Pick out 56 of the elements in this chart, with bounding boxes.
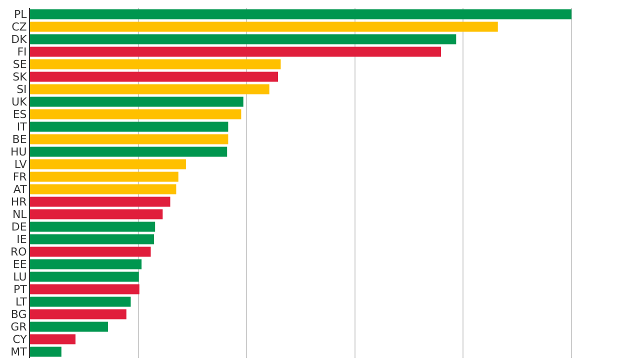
y-tick-label: LU (13, 270, 27, 284)
y-tick-label: SK (12, 70, 28, 84)
y-tick-label: ES (12, 108, 27, 122)
bar (30, 296, 131, 307)
bar (30, 22, 498, 32)
bar (30, 134, 228, 144)
bar (30, 84, 270, 94)
y-tick-label: HU (10, 146, 27, 159)
bar (30, 272, 139, 282)
y-tick-label: BE (12, 133, 27, 146)
y-tick-label: EE (12, 258, 27, 272)
y-tick-label: NL (12, 208, 28, 222)
y-tick-label: UK (12, 96, 28, 109)
bar (30, 246, 151, 257)
y-tick-label: DK (11, 33, 28, 46)
bar (30, 234, 154, 244)
bar (30, 284, 140, 294)
y-tick-label: PT (13, 283, 28, 296)
y-tick-label: CZ (12, 20, 28, 34)
bar (30, 34, 456, 44)
bar (30, 334, 76, 344)
y-tick-label: RO (10, 246, 28, 259)
y-tick-label: GR (10, 320, 28, 334)
y-tick-label: IE (16, 233, 27, 246)
bar (30, 184, 176, 194)
bar (30, 122, 228, 132)
bar (30, 46, 441, 57)
y-tick-label: LT (15, 296, 28, 309)
bar (30, 159, 186, 170)
y-tick-label: MT (10, 346, 28, 359)
y-tick-label: FR (12, 170, 28, 184)
bar (30, 209, 163, 220)
y-tick-label: SE (12, 58, 27, 72)
y-tick-label: CY (12, 333, 28, 346)
y-tick-label: LV (14, 158, 28, 172)
y-tick-label: BG (10, 308, 27, 322)
bar (30, 196, 170, 207)
y-tick-label: AT (13, 183, 28, 196)
bar (30, 59, 281, 70)
bar (30, 72, 278, 82)
bar (30, 146, 228, 157)
bar (30, 322, 108, 332)
bar (30, 309, 126, 320)
bar (30, 96, 244, 107)
y-tick-label: HR (10, 196, 28, 209)
bar (30, 259, 142, 270)
bar (30, 9, 572, 20)
bar (30, 222, 156, 232)
y-tick-label: FI (17, 46, 27, 59)
y-tick-label: PL (14, 8, 28, 22)
y-tick-label: DE (11, 220, 27, 234)
y-tick-label: IT (16, 120, 28, 134)
bar (30, 172, 178, 182)
bar (30, 346, 62, 357)
bar (30, 109, 242, 120)
y-tick-label: SI (16, 83, 27, 96)
